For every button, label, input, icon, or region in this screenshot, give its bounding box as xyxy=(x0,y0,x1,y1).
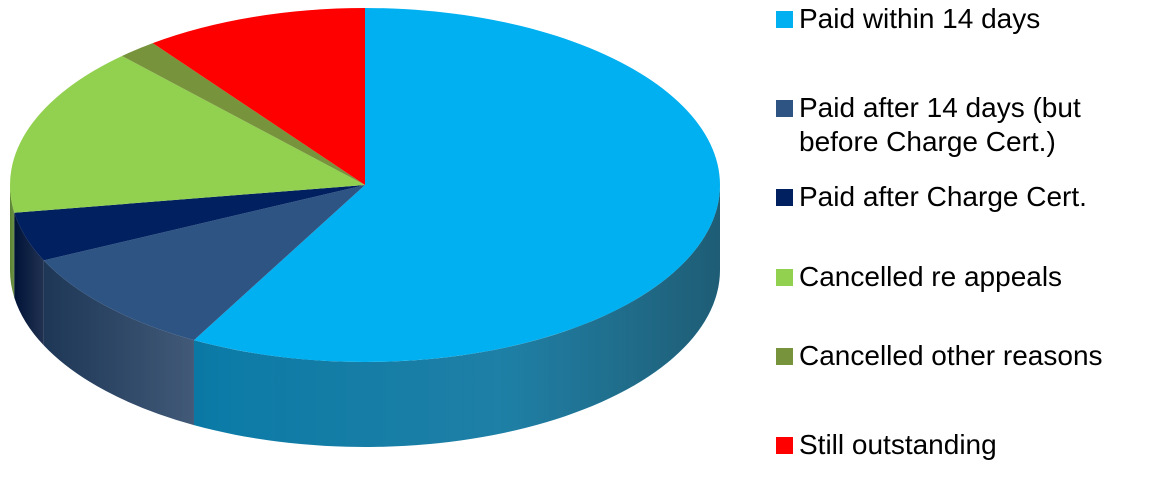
legend-label: Cancelled re appeals xyxy=(799,261,1063,292)
pie-chart xyxy=(9,7,721,448)
legend-swatch xyxy=(776,189,793,206)
legend-item: Paid after Charge Cert. xyxy=(776,180,1087,214)
legend-item: Paid within 14 days xyxy=(776,2,1040,36)
legend-swatch xyxy=(776,348,793,365)
legend-label: Still outstanding xyxy=(799,429,997,460)
legend-swatch xyxy=(776,437,793,454)
pie-slice-2 xyxy=(14,185,366,261)
legend-swatch xyxy=(776,269,793,286)
legend-swatch xyxy=(776,11,793,28)
legend-label: Cancelled other reasons xyxy=(799,340,1103,371)
legend: Paid within 14 days Paid after 14 days (b… xyxy=(776,0,1152,478)
pie-side-shading xyxy=(10,185,720,447)
legend-item: Paid after 14 days (but before Charge Ce… xyxy=(776,91,1081,159)
legend-label: Paid after Charge Cert. xyxy=(799,181,1087,212)
legend-item: Still outstanding xyxy=(776,428,997,462)
pie-slice-5 xyxy=(152,7,365,185)
pie-slice-4 xyxy=(121,43,366,186)
pie-slice-3 xyxy=(9,55,366,213)
legend-item: Cancelled other reasons xyxy=(776,339,1103,373)
legend-label: Paid within 14 days xyxy=(799,3,1041,34)
pie-slice-0 xyxy=(193,8,720,362)
pie-slice-1 xyxy=(43,185,365,341)
legend-label: Paid after 14 days (but before Charge Ce… xyxy=(799,92,1081,157)
legend-item: Cancelled re appeals xyxy=(776,260,1062,294)
pie-chart-svg xyxy=(9,7,721,448)
pie-top xyxy=(9,7,720,362)
legend-swatch xyxy=(776,100,793,117)
